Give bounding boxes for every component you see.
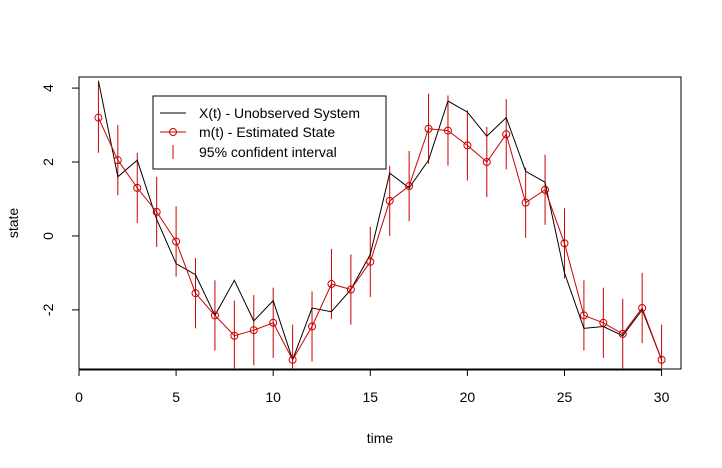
estimated-point xyxy=(579,311,588,320)
estimated-point xyxy=(191,289,200,298)
estimated-point xyxy=(230,331,239,340)
estimated-point xyxy=(172,237,181,246)
x-tick-label: 5 xyxy=(172,389,180,405)
estimated-point xyxy=(269,318,278,327)
x-tick-label: 20 xyxy=(460,389,476,405)
estimated-point xyxy=(405,182,414,191)
x-tick-label: 10 xyxy=(265,389,281,405)
estimated-point xyxy=(366,257,375,266)
x-tick-label: 25 xyxy=(557,389,573,405)
axes-layer: 0 5 10 15 20 25 30 -2 0 2 4 xyxy=(40,84,670,405)
estimated-point xyxy=(599,318,608,327)
estimated-point xyxy=(541,185,550,194)
x-axis-label: time xyxy=(367,430,394,446)
y-tick-label: 2 xyxy=(40,158,56,166)
estimated-point xyxy=(424,124,433,133)
legend-label-x: X(t) - Unobserved System xyxy=(199,105,360,121)
estimated-point xyxy=(443,126,452,135)
estimated-point xyxy=(618,329,627,338)
legend: X(t) - Unobserved System m(t) - Estimate… xyxy=(152,95,387,170)
estimated-point xyxy=(657,355,666,364)
x-tick-label: 0 xyxy=(75,389,83,405)
legend-label-m: m(t) - Estimated State xyxy=(199,124,335,140)
estimated-point xyxy=(521,198,530,207)
y-tick-label: 4 xyxy=(40,84,56,92)
estimated-point xyxy=(385,196,394,205)
legend-swatch-m-marker xyxy=(169,128,177,136)
estimated-point xyxy=(463,141,472,150)
estimated-point xyxy=(94,113,103,122)
x-tick-label: 30 xyxy=(654,389,670,405)
estimated-point xyxy=(327,279,336,288)
estimated-point xyxy=(152,207,161,216)
y-tick-label: -2 xyxy=(40,303,56,316)
y-tick-label: 0 xyxy=(40,232,56,240)
estimated-point xyxy=(346,285,355,294)
legend-box xyxy=(152,95,387,170)
y-axis-label: state xyxy=(5,208,21,239)
estimated-point xyxy=(482,158,491,167)
estimated-point xyxy=(502,130,511,139)
data-layer xyxy=(94,80,666,369)
estimated-point xyxy=(560,239,569,248)
estimated-point xyxy=(210,311,219,320)
series-line-unobserved xyxy=(97,80,663,362)
estimated-point xyxy=(133,183,142,192)
estimated-point xyxy=(113,156,122,165)
estimated-point xyxy=(308,322,317,331)
series-line-estimated xyxy=(97,117,663,361)
legend-label-ci: 95% confident interval xyxy=(199,144,337,160)
estimated-point xyxy=(638,304,647,313)
x-tick-label: 15 xyxy=(363,389,379,405)
estimated-point xyxy=(249,326,258,335)
estimated-point xyxy=(288,355,297,364)
